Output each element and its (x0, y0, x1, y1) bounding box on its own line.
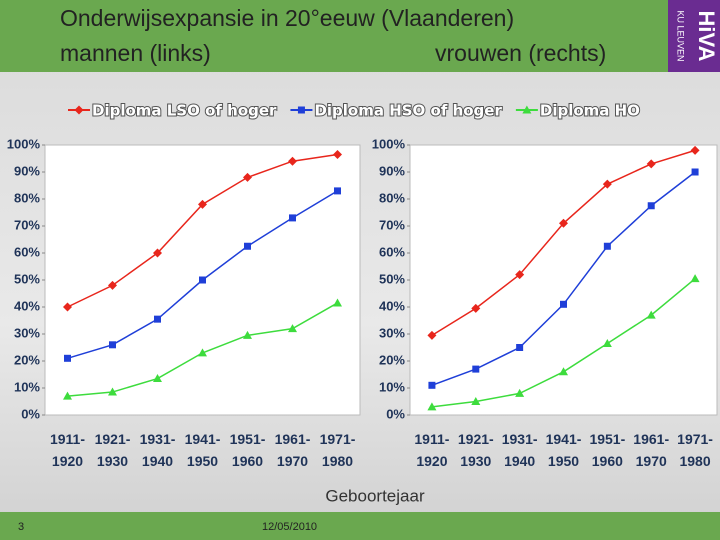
marker (427, 402, 437, 411)
marker (334, 187, 341, 195)
title-bar (0, 0, 720, 72)
x-tick-label: 1951-1960 (229, 431, 266, 469)
y-tick-label: 90% (379, 163, 405, 178)
x-tick-label: 1961-1970 (633, 431, 670, 469)
footer-date: 12/05/2010 (262, 521, 317, 533)
marker (153, 374, 162, 383)
y-tick-label: 100% (372, 136, 406, 151)
legend-marker (522, 105, 532, 114)
marker (560, 300, 567, 308)
marker (244, 242, 251, 250)
y-tick-label: 80% (379, 190, 405, 205)
x-tick-label: 1941-1950 (184, 431, 221, 469)
marker (427, 330, 437, 340)
footer-bar (0, 512, 720, 540)
x-tick-label: 1931-1940 (139, 431, 176, 469)
x-axis-label: Geboortejaar (325, 486, 425, 505)
logo-org: KU LEUVEN (676, 10, 686, 61)
y-tick-label: 40% (379, 298, 405, 313)
page-number: 3 (18, 521, 24, 533)
marker (646, 159, 656, 169)
x-tick-label: 1971-1980 (319, 431, 356, 469)
x-tick-label: 1921-1930 (457, 431, 494, 469)
marker (471, 397, 481, 405)
y-tick-label: 0% (386, 406, 405, 421)
legend-marker (74, 105, 84, 115)
marker (288, 156, 297, 166)
marker (472, 365, 480, 373)
y-tick-label: 50% (14, 271, 40, 286)
y-tick-label: 60% (379, 244, 405, 259)
y-tick-label: 70% (14, 217, 40, 232)
slide-title: Onderwijsexpansie in 20°eeuw (Vlaanderen… (60, 5, 514, 31)
y-tick-label: 30% (14, 325, 40, 340)
marker (559, 218, 568, 228)
logo-name: HiVA (694, 11, 719, 62)
y-tick-label: 70% (379, 217, 405, 232)
legend-label: Diploma LSO of hoger (92, 102, 277, 120)
marker (428, 381, 436, 389)
marker (198, 348, 207, 357)
marker (154, 315, 161, 323)
x-tick-label: 1971-1980 (677, 431, 713, 469)
marker (602, 338, 612, 347)
marker (515, 388, 525, 397)
x-tick-label: 1921-1930 (94, 431, 131, 469)
marker (289, 214, 296, 222)
marker (559, 367, 568, 376)
marker (64, 354, 71, 362)
marker (690, 145, 700, 155)
marker (243, 172, 252, 182)
marker (198, 199, 207, 209)
y-tick-label: 0% (21, 406, 40, 421)
marker (516, 344, 524, 351)
x-tick-label: 1961-1970 (274, 431, 311, 469)
marker (63, 391, 72, 400)
y-tick-label: 30% (379, 325, 405, 340)
x-tick-label: 1911-1920 (49, 431, 86, 469)
marker (515, 270, 525, 280)
marker (602, 179, 612, 189)
y-tick-label: 80% (14, 190, 40, 205)
marker (243, 330, 252, 339)
chart-subtitle: mannen (links) (60, 40, 211, 66)
marker (647, 202, 655, 210)
marker (603, 242, 611, 250)
marker (646, 310, 656, 319)
y-tick-label: 40% (14, 298, 40, 313)
y-tick-label: 20% (14, 352, 40, 367)
y-tick-label: 90% (14, 163, 40, 178)
y-tick-label: 20% (379, 352, 405, 367)
x-tick-label: 1931-1940 (501, 431, 538, 469)
chart-subtitle: vrouwen (rechts) (435, 40, 606, 66)
marker (471, 303, 481, 313)
marker (691, 168, 699, 176)
marker (199, 276, 206, 284)
marker (109, 341, 116, 349)
x-tick-label: 1941-1950 (545, 431, 582, 469)
legend-marker (297, 106, 305, 114)
marker (63, 302, 72, 312)
marker (333, 298, 342, 307)
legend-label: Diploma HSO of hoger (314, 102, 502, 120)
marker (108, 387, 117, 396)
marker (333, 149, 342, 159)
legend-label: Diploma HO (540, 102, 640, 120)
marker (108, 280, 117, 290)
y-tick-label: 10% (14, 379, 40, 394)
marker (153, 248, 162, 258)
y-tick-label: 50% (379, 271, 405, 286)
y-tick-label: 10% (379, 379, 405, 394)
y-tick-label: 60% (14, 244, 40, 259)
marker (690, 274, 700, 283)
logo-box (668, 0, 720, 72)
y-tick-label: 100% (7, 136, 41, 151)
marker (288, 324, 297, 333)
x-tick-label: 1951-1960 (589, 431, 626, 469)
x-tick-label: 1911-1920 (414, 431, 450, 469)
